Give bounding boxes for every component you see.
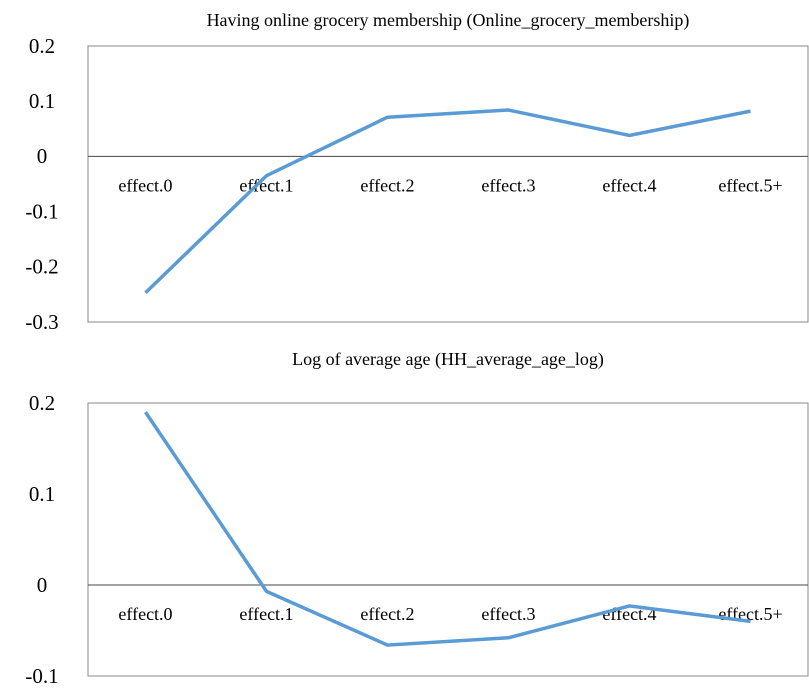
y-tick-label: 0.2: [29, 391, 55, 415]
line-series: [144, 108, 751, 295]
x-tick-label: effect.4: [602, 176, 656, 196]
y-tick-label: 0.1: [29, 89, 55, 113]
x-tick-label: effect.0: [118, 176, 172, 196]
y-tick-label: -0.1: [25, 664, 58, 688]
chart-title: Having online grocery membership (Online…: [207, 10, 690, 31]
x-tick-label: effect.3: [481, 176, 535, 196]
x-tick-label: effect.3: [481, 604, 535, 624]
x-tick-label: effect.2: [360, 176, 414, 196]
y-tick-label: -0.3: [25, 310, 58, 334]
y-tick-label: -0.2: [25, 255, 58, 279]
chart-title: Log of average age (HH_average_age_log): [292, 349, 604, 370]
line-series: [144, 411, 751, 647]
y-tick-label: 0.2: [29, 34, 55, 58]
x-tick-label: effect.5+: [718, 176, 782, 196]
plot-area: [87, 45, 809, 323]
x-tick-label: effect.1: [239, 604, 293, 624]
x-tick-label: effect.2: [360, 604, 414, 624]
y-tick-label: 0: [37, 144, 48, 168]
y-tick-label: -0.1: [25, 199, 58, 223]
y-tick-label: 0: [37, 573, 48, 597]
y-tick-label: 0.1: [29, 482, 55, 506]
plot-area: [87, 402, 809, 677]
x-tick-label: effect.0: [118, 604, 172, 624]
